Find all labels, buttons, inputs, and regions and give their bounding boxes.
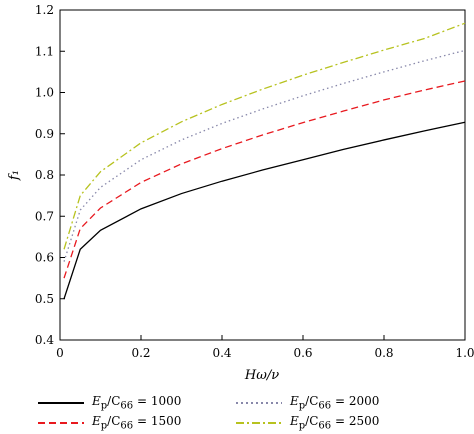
legend-item-1000: Ep/C66 = 1000 xyxy=(38,392,181,414)
legend-label: Ep/C66 = 2500 xyxy=(290,414,380,432)
legend-item-2500: Ep/C66 = 2500 xyxy=(236,412,379,434)
legend-swatch-solid xyxy=(38,402,84,404)
legend-swatch-dotted xyxy=(236,402,282,404)
x-tick-label: 0.4 xyxy=(212,346,231,360)
x-tick-label: 1.0 xyxy=(455,346,474,360)
x-tick-label: 0.6 xyxy=(293,346,312,360)
y-tick-label: 0.5 xyxy=(35,292,54,306)
y-axis-label: f₁ xyxy=(7,170,22,181)
y-tick-label: 1.2 xyxy=(35,3,54,17)
series-lines xyxy=(63,22,466,299)
y-tick-label: 1.1 xyxy=(35,44,54,58)
y-tick-label: 0.9 xyxy=(35,127,54,141)
y-axis: 0.4 0.5 0.6 0.7 0.8 0.9 1.0 1.1 1.2 xyxy=(35,3,65,347)
x-tick-label: 0 xyxy=(56,346,64,360)
y-tick-label: 0.8 xyxy=(35,168,54,182)
x-axis: 0 0.2 0.4 0.6 0.8 1.0 xyxy=(56,335,474,360)
legend: Ep/C66 = 1000 Ep/C66 = 1500 Ep/C66 = 200… xyxy=(0,386,474,434)
x-axis-label: Hω/ν xyxy=(244,368,279,383)
line-chart: 0.40.50.60.70.80.91.01.11.2 0 0.2 0.4 0.6 0.… xyxy=(7,3,474,383)
legend-label: Ep/C66 = 2000 xyxy=(290,394,380,412)
y-tick-label: 0.6 xyxy=(35,251,54,265)
series-line-3 xyxy=(63,22,466,250)
legend-label: Ep/C66 = 1500 xyxy=(92,414,182,432)
legend-swatch-dashdot xyxy=(236,422,282,424)
series-line-1 xyxy=(63,80,466,279)
x-tick-label: 0.2 xyxy=(131,346,150,360)
series-line-2 xyxy=(63,49,466,262)
series-line-0 xyxy=(63,121,466,299)
plot-frame xyxy=(59,9,466,341)
legend-swatch-dashed xyxy=(38,422,84,424)
y-tick-label: 0.7 xyxy=(35,209,54,223)
legend-item-2000: Ep/C66 = 2000 xyxy=(236,392,379,414)
y-tick-label: 0.4 xyxy=(35,333,54,347)
legend-item-1500: Ep/C66 = 1500 xyxy=(38,412,181,434)
legend-label: Ep/C66 = 1000 xyxy=(92,394,182,412)
x-tick-label: 0.8 xyxy=(374,346,393,360)
y-tick-label: 1.0 xyxy=(35,86,54,100)
